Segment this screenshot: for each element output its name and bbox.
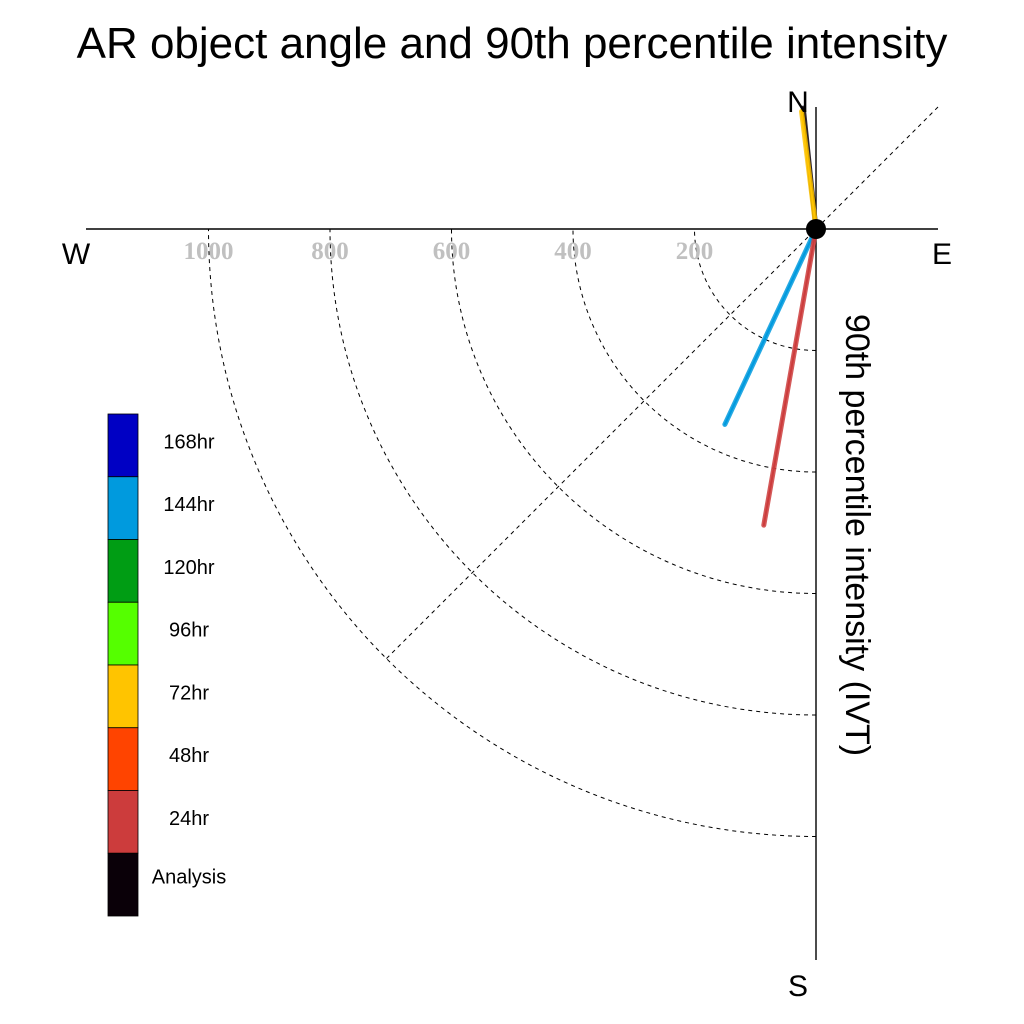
y-axis-label: 90th percentile intensity (IVT)	[838, 314, 876, 756]
compass-west-label: W	[62, 238, 91, 271]
vector-series	[722, 105, 826, 528]
compass-axes	[86, 107, 938, 960]
vector-line-core	[800, 110, 817, 230]
legend-label: 72hr	[169, 682, 209, 704]
legend-swatch	[107, 601, 139, 666]
radial-tick-label: 1000	[184, 238, 234, 265]
compass-east-label: E	[932, 238, 952, 271]
legend-swatch	[107, 413, 139, 478]
legend-swatch	[107, 664, 139, 729]
vector-72hr	[799, 108, 819, 232]
legend-label: 48hr	[169, 745, 209, 767]
legend-label: 96hr	[169, 620, 209, 642]
legend-swatch	[107, 476, 139, 540]
vector-24hr	[761, 226, 819, 528]
radial-grid-arc	[329, 228, 817, 716]
radial-grid-arc	[208, 228, 817, 837]
origin-dot	[806, 219, 826, 239]
compass-north-label: N	[787, 86, 809, 119]
radial-tick-label: 200	[676, 238, 714, 265]
legend-label: 24hr	[169, 808, 209, 830]
compass-south-label: S	[788, 970, 808, 1003]
vector-line-core	[762, 228, 817, 527]
legend-label: 120hr	[163, 557, 214, 579]
radial-grid-arc	[694, 228, 817, 351]
legend-swatch	[107, 852, 139, 917]
chart-title: AR object angle and 90th percentile inte…	[77, 19, 948, 68]
radial-tick-label: 800	[311, 238, 349, 265]
legend-label: 168hr	[163, 431, 214, 453]
radial-tick-label: 400	[554, 238, 592, 265]
vector-144hr	[722, 226, 819, 427]
legend: 168hr 144hr 120hr 96hr 72hr 48hr 24hr Analysis	[107, 413, 226, 917]
legend-swatch	[107, 727, 139, 791]
diagonal-guide-line	[385, 106, 939, 660]
radial-tick-label: 600	[433, 238, 471, 265]
legend-swatch	[107, 539, 139, 603]
polar-grid	[208, 106, 939, 837]
radial-tick-labels: 200 400 600 800 1000	[184, 238, 714, 265]
legend-label: 144hr	[163, 494, 214, 516]
legend-swatch	[107, 790, 139, 854]
vector-line-core	[723, 228, 817, 426]
legend-label: Analysis	[152, 867, 226, 889]
